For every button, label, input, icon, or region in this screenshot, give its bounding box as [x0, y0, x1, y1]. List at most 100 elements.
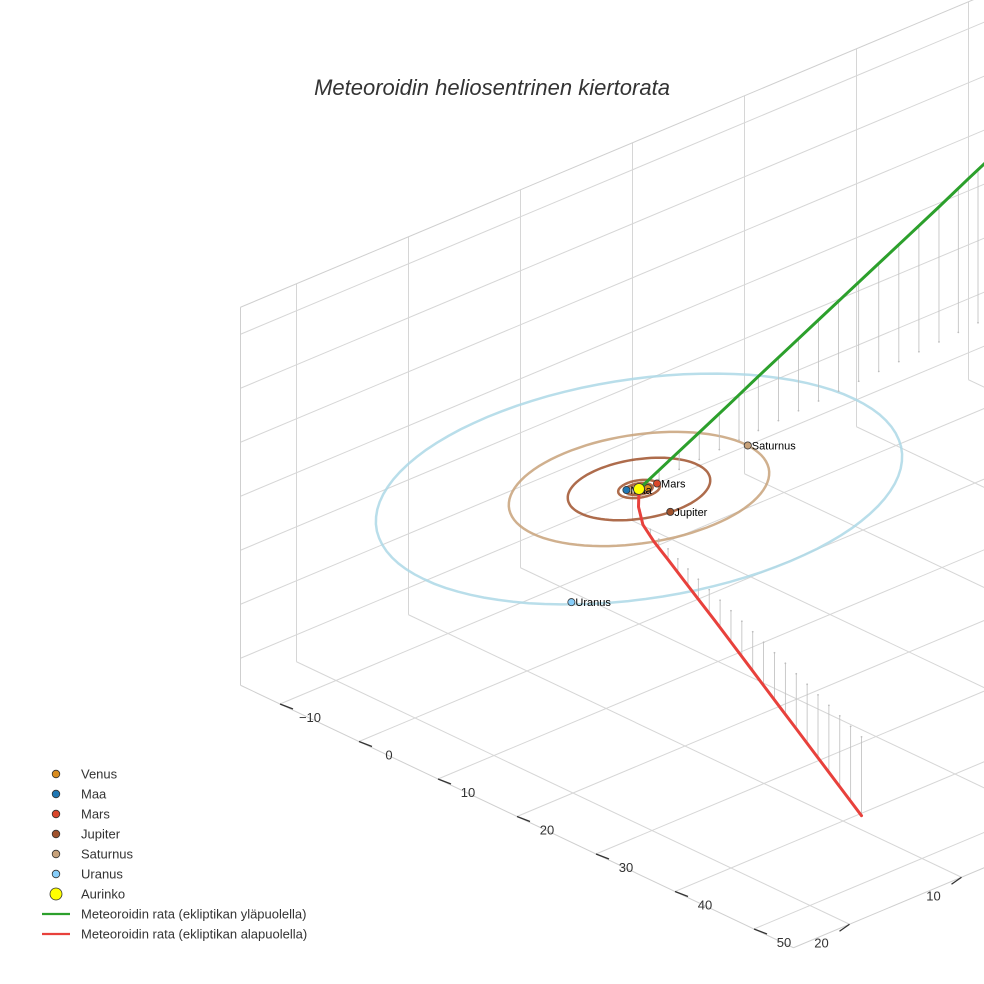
legend-item: Meteoroidin rata (ekliptikan alapuolella…: [42, 927, 307, 942]
drop-foot: [797, 409, 800, 412]
drop-foot: [918, 350, 920, 353]
grid-line: [674, 761, 984, 892]
drop-foot: [838, 714, 841, 717]
y-tick-mark: [279, 703, 294, 710]
legend-item: Maa: [51, 787, 107, 802]
drop-foot: [897, 360, 900, 363]
y-tick-label: 40: [698, 898, 712, 913]
trajectory-above: [637, 162, 984, 491]
drop-foot: [698, 458, 701, 461]
y-tick-label: −10: [299, 710, 321, 725]
planet-maa: [622, 486, 631, 495]
legend-item: Jupiter: [51, 827, 121, 842]
legend-item: Meteoroidin rata (ekliptikan yläpuolella…: [42, 907, 306, 922]
ecliptic-drop-lines: [639, 169, 979, 816]
drop-foot: [757, 429, 760, 432]
box-edge: [240, 0, 974, 308]
y-tick-mark: [437, 778, 452, 785]
legend-marker-swatch: [51, 869, 61, 879]
drop-foot: [877, 370, 880, 373]
drop-foot: [777, 419, 780, 422]
grid-line: [753, 831, 984, 930]
legend-marker-swatch: [51, 789, 61, 799]
y-tick-mark: [358, 740, 373, 748]
legend-label: Saturnus: [81, 847, 134, 862]
grid-line: [240, 21, 984, 335]
legend-label: Uranus: [81, 867, 123, 882]
drop-foot: [658, 478, 660, 481]
grid-line: [744, 473, 984, 588]
drop-foot: [938, 341, 940, 343]
axis-tick-labels: −40−30−20−1001020−1001020304050−20−10010…: [279, 703, 962, 950]
grid-line: [856, 426, 984, 488]
drop-foot: [817, 400, 820, 402]
legend-label: Venus: [81, 767, 118, 782]
grid-line: [968, 379, 984, 388]
legend-item: Uranus: [51, 867, 123, 882]
grid-line: [240, 129, 984, 443]
chart-title: Meteoroidin heliosentrinen kiertorata: [314, 75, 670, 100]
grid-line: [240, 75, 984, 389]
y-tick-label: 30: [619, 860, 633, 875]
grid-line: [240, 291, 984, 605]
trajectory-below: [637, 487, 863, 818]
sun-marker: [633, 483, 645, 495]
drop-foot: [657, 538, 660, 541]
legend-label: Maa: [81, 787, 107, 802]
planet-mars: [653, 479, 662, 488]
legend-marker-swatch: [51, 769, 61, 779]
drop-foot: [687, 568, 689, 570]
planet-saturnus: [743, 441, 752, 450]
grid-line: [595, 690, 984, 855]
drop-foot: [795, 672, 798, 675]
y-tick-label: 10: [461, 785, 475, 800]
drop-foot: [730, 609, 732, 612]
box-edge: [793, 867, 984, 949]
legend-marker-swatch: [51, 849, 61, 859]
drop-foot: [718, 448, 721, 451]
grid-line: [358, 478, 984, 742]
drop-foot: [817, 693, 819, 696]
x-tick-label: 20: [814, 935, 828, 950]
legend-item: Venus: [51, 767, 118, 782]
planet-label: Jupiter: [674, 507, 707, 519]
legend-marker-swatch: [49, 887, 63, 901]
x-tick-mark: [839, 923, 850, 932]
y-tick-label: 20: [540, 823, 554, 838]
planet-uranus: [567, 598, 576, 607]
planet-label: Saturnus: [752, 440, 797, 452]
y-tick-mark: [516, 815, 531, 823]
drop-foot: [860, 735, 863, 738]
orbit-jupiter: [566, 456, 712, 522]
y-tick-mark: [595, 853, 610, 860]
grid-line: [437, 549, 984, 780]
legend-label: Meteoroidin rata (ekliptikan yläpuolella…: [81, 907, 306, 922]
planet-label: Uranus: [575, 597, 611, 609]
drop-foot: [784, 662, 787, 665]
legend-marker-swatch: [51, 829, 61, 839]
legend-item: Aurinko: [49, 887, 125, 902]
drop-foot: [649, 528, 652, 531]
y-tick-label: 0: [385, 748, 392, 763]
drop-foot: [957, 331, 960, 334]
drop-foot: [827, 704, 830, 707]
x-tick-mark: [951, 876, 962, 885]
meteoroid-trajectory: [637, 162, 984, 818]
legend-item: Saturnus: [51, 847, 134, 862]
drop-foot: [719, 599, 721, 602]
drop-foot: [806, 683, 809, 686]
planet-label: Mars: [661, 479, 686, 491]
drop-foot: [857, 380, 860, 383]
drop-foot: [697, 578, 700, 581]
y-tick-mark: [674, 890, 689, 898]
drop-foot: [738, 439, 740, 441]
grid-line: [240, 183, 984, 497]
axis-grid: [240, 0, 984, 949]
planet-jupiter: [666, 507, 675, 516]
legend-marker-swatch: [51, 809, 61, 819]
drop-foot: [849, 725, 852, 728]
orbit-uranus: [374, 372, 904, 606]
drop-foot: [977, 321, 979, 324]
